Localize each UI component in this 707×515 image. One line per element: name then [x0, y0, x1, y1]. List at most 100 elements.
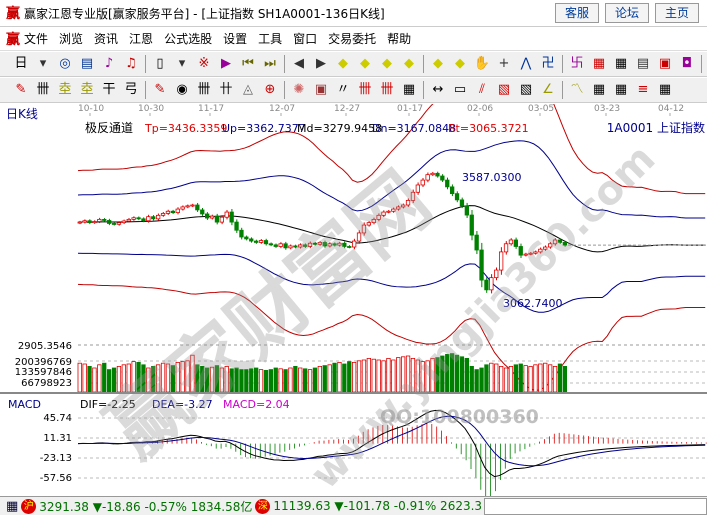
volume-bar [498, 365, 504, 393]
notes-icon[interactable]: ▤ [80, 56, 94, 71]
calculator-icon[interactable]: ▦ [614, 56, 628, 71]
gold-lines-2-icon[interactable]: 坴 [80, 82, 94, 97]
volume-bar [283, 369, 288, 393]
expand-icon[interactable]: ◆ [382, 56, 392, 71]
menu-window[interactable]: 窗口 [293, 32, 318, 46]
last-icon[interactable]: ⏭ [264, 56, 276, 71]
calendar-icon[interactable]: ▦ [592, 56, 606, 71]
forum-button[interactable]: 论坛 [605, 3, 649, 23]
zoom-in-icon[interactable]: ◆ [433, 56, 443, 71]
grid-icon[interactable]: ▦ [402, 82, 416, 97]
status-field [484, 497, 707, 515]
shenzhen-index[interactable]: 11139.63 ▼-101.78 -0.91% 2623.3 [273, 499, 483, 513]
grid-3-icon[interactable]: ▦ [614, 82, 628, 97]
box-icon[interactable]: ▭ [453, 82, 467, 97]
shrink-icon[interactable]: ◆ [404, 56, 414, 71]
volume-bar [146, 367, 151, 393]
star-icon[interactable]: ✺ [293, 82, 305, 97]
menu-trade[interactable]: 交易委托 [328, 32, 377, 46]
measure-icon[interactable]: ↔ [432, 82, 444, 97]
candle [224, 211, 229, 218]
kline-chart[interactable]: 日K线 10-10 10-30 11-17 12-07 12-27 01-17 02-06 0… [0, 104, 707, 496]
line-2-icon[interactable]: 卌 [380, 82, 394, 97]
menu-file[interactable]: 文件 [24, 32, 49, 46]
customer-service-button[interactable]: 客服 [555, 3, 599, 23]
grid-2-icon[interactable]: ▦ [592, 82, 606, 97]
square-icon[interactable]: ▣ [314, 82, 328, 97]
window-title: 赢家江恩专业版[赢家服务平台] - [上证指数 SH1A0001-136日K线] [24, 6, 385, 21]
volume-bar [82, 363, 87, 393]
save-icon[interactable]: ▣ [658, 56, 672, 71]
network-icon[interactable]: ◘ [681, 56, 693, 71]
draw-icon[interactable]: ⋀ [520, 56, 532, 71]
hand-icon[interactable]: ✋ [473, 56, 491, 71]
box-2-icon[interactable]: ▧ [497, 82, 511, 97]
crosshair-icon[interactable]: + [498, 56, 510, 71]
angle-icon[interactable]: 〃 [336, 82, 350, 97]
gold-lines-icon[interactable]: 坴 [58, 82, 72, 97]
volume-bar [244, 369, 249, 393]
volume-bar [102, 362, 107, 393]
indicator-9-icon[interactable]: ♫ [125, 56, 137, 71]
first-icon[interactable]: ⏮ [242, 56, 254, 71]
wave-icon[interactable]: 〽 [570, 82, 584, 97]
arrow-right-icon[interactable]: ◆ [360, 56, 370, 71]
angle-2-icon[interactable]: ∠ [542, 82, 554, 97]
chart-area[interactable]: 日K线 10-10 10-30 11-17 12-07 12-27 01-17 02-06 0… [0, 104, 707, 498]
triangle-icon[interactable]: ◬ [243, 82, 253, 97]
menu-formula[interactable]: 公式选股 [164, 32, 213, 46]
candle [229, 211, 234, 223]
indicator-3-icon[interactable]: ♪ [104, 56, 114, 71]
menu-tools[interactable]: 工具 [258, 32, 283, 46]
indicator-dn: Dn=3167.0848 [372, 122, 456, 135]
prev-icon[interactable]: ◀ [294, 56, 304, 71]
home-button[interactable]: 主页 [655, 3, 699, 23]
menu-settings[interactable]: 设置 [223, 32, 248, 46]
target-icon[interactable]: ⊕ [264, 82, 276, 97]
report-icon[interactable]: ▤ [636, 56, 650, 71]
menu-news[interactable]: 资讯 [94, 32, 119, 46]
line-1-icon[interactable]: 卌 [358, 82, 372, 97]
square-lines-icon[interactable]: 卄 [219, 82, 233, 97]
festival-icon[interactable]: 卍 [541, 56, 555, 71]
dropdown-icon[interactable]: ▾ [39, 56, 47, 71]
fib-lines-icon[interactable]: 干 [102, 82, 116, 97]
pen-2-icon[interactable]: ✎ [154, 82, 166, 97]
spiral-icon[interactable]: 弓 [124, 82, 138, 97]
candle-type-icon[interactable]: ▯ [156, 56, 164, 71]
volume-bar [494, 363, 499, 393]
menu-gann[interactable]: 江恩 [129, 32, 154, 46]
circle-icon[interactable]: ◉ [176, 82, 188, 97]
parallel-icon[interactable]: 卌 [197, 82, 211, 97]
dropdown-icon[interactable]: ▾ [178, 56, 186, 71]
period-day-icon[interactable]: 日 [14, 56, 28, 71]
menu-help[interactable]: 帮助 [387, 32, 412, 46]
fan-icon[interactable]: ⫽ [479, 82, 485, 97]
date-tick: 12-27 [334, 104, 360, 114]
gann-lines-icon[interactable]: 卌 [36, 82, 50, 97]
fuquan-icon[interactable]: ※ [198, 56, 210, 71]
volume-bar [111, 367, 117, 393]
lines-icon[interactable]: ≡ [637, 82, 649, 97]
volume-bar [200, 365, 205, 393]
table-icon[interactable]: ▦ [658, 82, 672, 97]
menu-browse[interactable]: 浏览 [59, 32, 84, 46]
volume-bar [170, 365, 176, 393]
analysis-icon[interactable]: ▶ [221, 56, 231, 71]
volume-bar [327, 364, 332, 393]
calculator-icon[interactable]: ▦ [6, 498, 19, 514]
candle [322, 242, 327, 247]
candle [503, 243, 509, 253]
volume-bar [288, 367, 293, 393]
volume-bar [410, 357, 416, 393]
arrow-left-icon[interactable]: ◆ [338, 56, 348, 71]
next-icon[interactable]: ▶ [316, 56, 326, 71]
pen-icon[interactable]: ✎ [15, 82, 27, 97]
gann-icon[interactable]: 卐 [570, 56, 584, 71]
shanghai-index[interactable]: 3291.38 ▼-18.86 -0.57% 1834.58亿 [39, 499, 253, 514]
volume-bar [278, 368, 283, 393]
box-3-icon[interactable]: ▧ [519, 82, 533, 97]
window-icon[interactable]: ◎ [59, 56, 71, 71]
zoom-out-icon[interactable]: ◆ [455, 56, 465, 71]
volume-bar [175, 361, 180, 393]
